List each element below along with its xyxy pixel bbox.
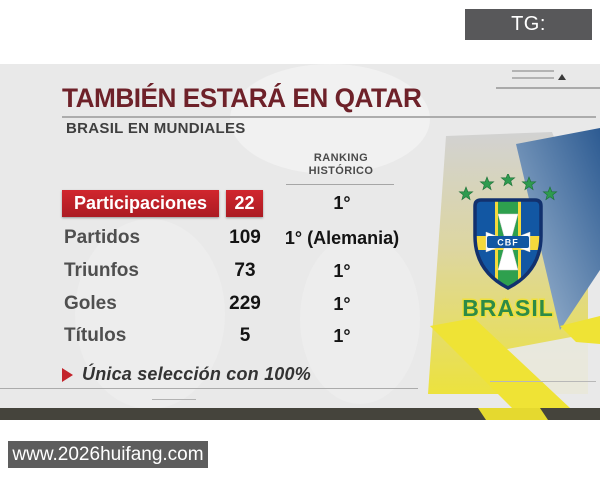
corner-deco-line <box>512 70 554 72</box>
logo-brasil-text: BRASIL <box>462 295 554 321</box>
row-label: Participaciones <box>62 190 219 217</box>
table-row-goles: Goles 229 1° <box>0 291 430 318</box>
row-value: 22 <box>226 190 263 217</box>
table-row-titulos: Títulos 5 1° <box>0 323 430 350</box>
broadcast-graphic-frame: CBF BRASIL TAMBIÉN ESTARÁ EN QATAR BRASI… <box>0 64 600 420</box>
row-label: Goles <box>64 293 117 314</box>
row-value: 229 <box>229 293 261 314</box>
row-ranking: 1° <box>333 193 351 213</box>
corner-deco-line <box>512 77 554 79</box>
tg-code-badge: TG: MYYJJPP <box>465 9 592 66</box>
logo-cbf-text: CBF <box>497 238 519 248</box>
footnote-divider-small <box>152 399 196 400</box>
row-ranking: 1° <box>333 294 351 314</box>
corner-deco-marker-icon <box>558 74 566 80</box>
ranking-header-line1: RANKING <box>313 152 369 164</box>
graphic-subtitle: BRASIL EN MUNDIALES <box>66 120 246 137</box>
logo-shield: CBF <box>473 198 543 290</box>
graphic-title: TAMBIÉN ESTARÁ EN QATAR <box>62 83 422 113</box>
ranking-header-line2: HISTÓRICO <box>308 165 374 177</box>
row-label: Títulos <box>64 325 127 346</box>
title-divider <box>62 116 596 118</box>
row-value: 5 <box>239 325 251 346</box>
footnote: Única selección con 100% <box>62 364 311 385</box>
row-ranking: 1° <box>333 326 351 346</box>
logo-stars <box>458 174 558 201</box>
row-label: Triunfos <box>64 260 139 281</box>
corner-deco-line <box>496 87 600 89</box>
row-label: Partidos <box>64 227 141 248</box>
ranking-header-divider <box>286 184 394 185</box>
ranking-column-header: RANKING HISTÓRICO <box>281 152 401 178</box>
row-value: 73 <box>234 260 256 281</box>
table-row-triunfos: Triunfos 73 1° <box>0 258 430 285</box>
watermark-url: www.2026huifang.com <box>8 441 208 468</box>
table-row-participaciones: Participaciones 22 1° <box>0 190 430 217</box>
row-value: 109 <box>229 227 261 248</box>
footnote-text: Única selección con 100% <box>82 364 311 384</box>
footnote-divider <box>0 388 418 389</box>
cbf-brasil-logo: CBF BRASIL <box>458 174 558 323</box>
row-ranking: 1° (Alemania) <box>284 228 400 248</box>
bullet-triangle-icon <box>62 367 73 382</box>
row-ranking: 1° <box>333 261 351 281</box>
footnote-divider-right <box>490 381 596 382</box>
table-row-partidos: Partidos 109 1° (Alemania) <box>0 225 430 252</box>
